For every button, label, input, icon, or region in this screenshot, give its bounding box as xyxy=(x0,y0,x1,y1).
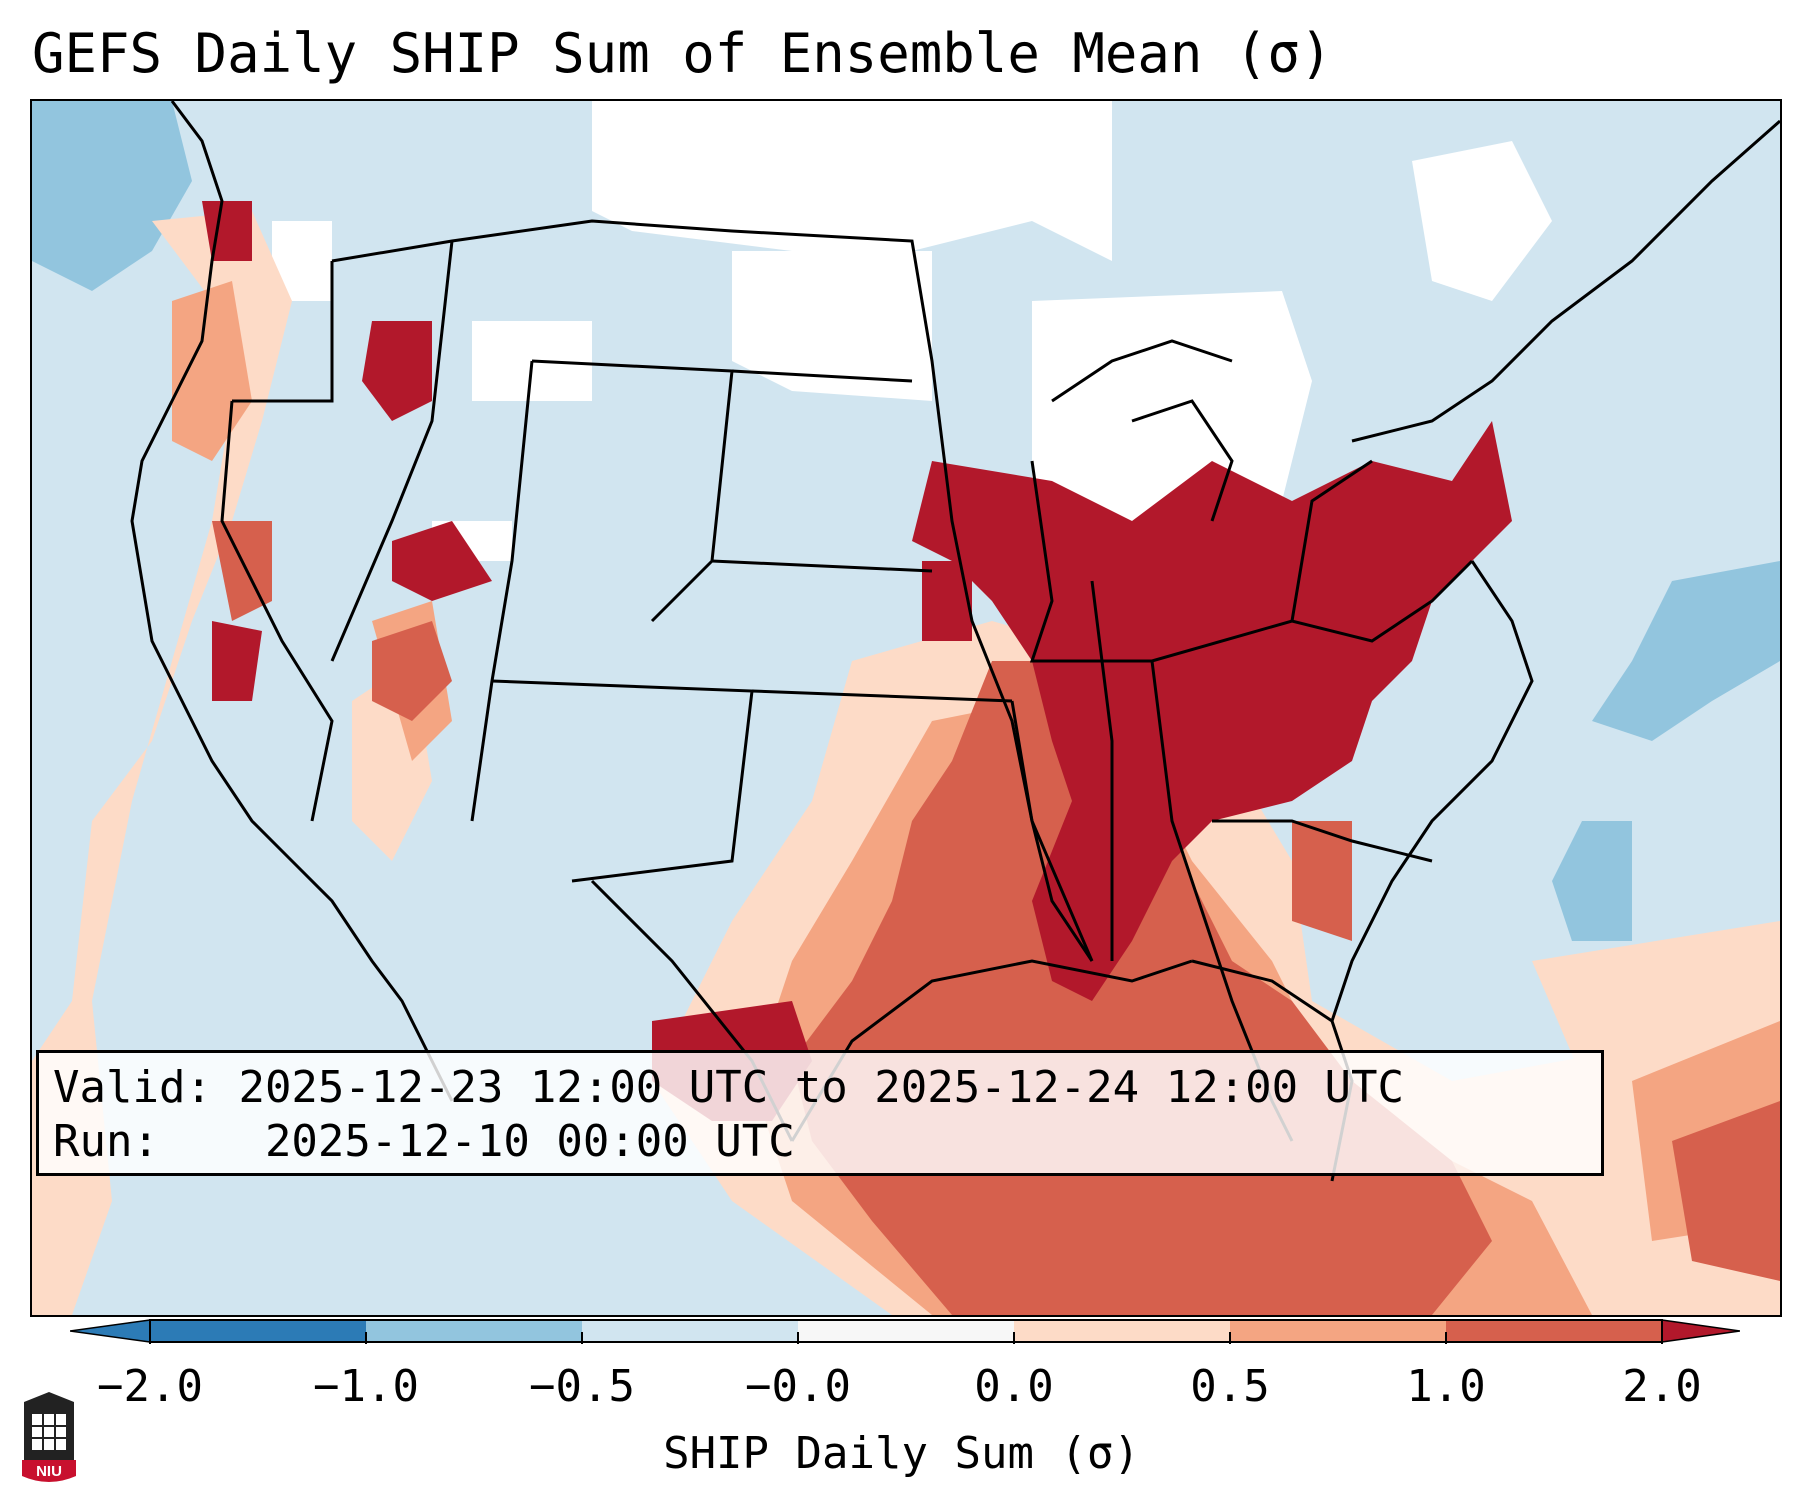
colorbar-outline xyxy=(149,1319,1663,1343)
colorbar-segment-6 xyxy=(1230,1320,1446,1342)
colorbar-tick-label: −0.5 xyxy=(529,1361,635,1412)
valid-label: Valid: xyxy=(53,1062,212,1113)
university-seal-icon: NIU xyxy=(22,1392,76,1482)
below-normal-zones xyxy=(32,101,1780,1315)
colorbar-tick-label: −2.0 xyxy=(97,1361,203,1412)
colorbar-segment-4 xyxy=(798,1320,1014,1342)
colorbar-segment-2 xyxy=(366,1320,582,1342)
colorbar-segment-1 xyxy=(150,1320,366,1342)
colorbar-tick-label: 1.0 xyxy=(1406,1361,1486,1412)
colorbar-extend-low xyxy=(70,1319,151,1343)
colorbar xyxy=(70,1319,1740,1344)
colorbar-tick-label: 2.0 xyxy=(1622,1361,1702,1412)
neutral-zones xyxy=(272,101,1552,561)
colorbar-label: SHIP Daily Sum (σ) xyxy=(663,1428,1140,1479)
logo-text: NIU xyxy=(36,1463,62,1480)
run-label: Run: xyxy=(53,1116,159,1167)
colorbar-segment-7 xyxy=(1446,1320,1662,1342)
colorbar-extend-high xyxy=(1661,1319,1740,1343)
colorbar-tick-label: −0.0 xyxy=(745,1361,851,1412)
validity-info-box: Valid: 2025-12-23 12:00 UTC to 2025-12-2… xyxy=(36,1050,1604,1176)
boundaries xyxy=(130,101,1780,1182)
colorbar-segment-5 xyxy=(1014,1320,1230,1342)
colorbar-tick-label: 0.0 xyxy=(974,1361,1054,1412)
valid-value: 2025-12-23 12:00 UTC to 2025-12-24 12:00… xyxy=(238,1062,1405,1113)
colorbar-segment-3 xyxy=(582,1320,798,1342)
run-value: 2025-12-10 00:00 UTC xyxy=(264,1116,795,1167)
colorbar-ticks xyxy=(149,1332,1663,1344)
colorbar-tick-label: 0.5 xyxy=(1190,1361,1270,1412)
colorbar-tick-label: −1.0 xyxy=(313,1361,419,1412)
map-title: GEFS Daily SHIP Sum of Ensemble Mean (σ) xyxy=(32,22,1333,85)
